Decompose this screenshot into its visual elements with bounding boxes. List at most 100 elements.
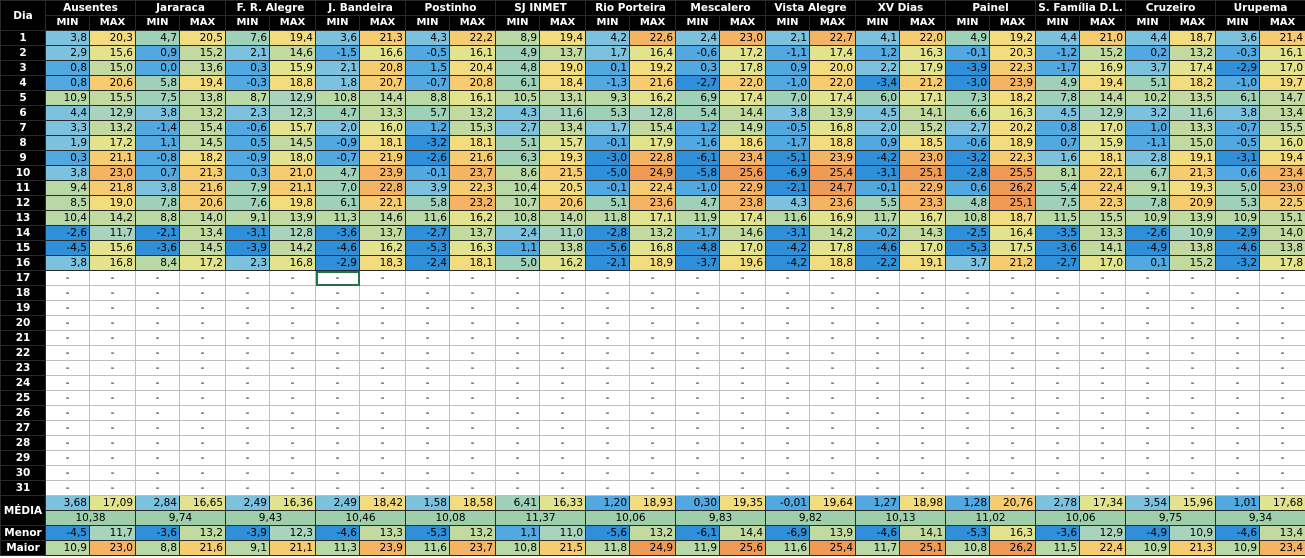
empty-cell[interactable]: - [719,375,767,391]
media-min-cell[interactable]: 0,30 [675,495,721,511]
max-cell[interactable]: 18,1 [448,255,497,271]
empty-cell[interactable]: - [45,315,90,331]
max-cell[interactable]: 19,7 [1259,75,1305,91]
empty-cell[interactable]: - [405,300,450,316]
menor-max-cell[interactable]: 13,2 [179,525,226,541]
min-cell[interactable]: -1,2 [1035,45,1081,61]
min-cell[interactable]: -5,0 [585,165,631,181]
empty-cell[interactable]: - [495,420,541,436]
min-cell[interactable]: -1,5 [315,45,360,61]
media-min-cell[interactable]: 2,49 [225,495,270,511]
min-cell[interactable]: 10,2 [1125,90,1171,106]
maior-min-cell[interactable]: 10,8 [945,540,991,556]
max-cell[interactable]: 17,2 [719,45,767,61]
empty-cell[interactable]: - [225,420,270,436]
min-cell[interactable]: 11,6 [405,210,450,226]
empty-cell[interactable]: - [629,450,677,466]
empty-cell[interactable]: - [1215,315,1261,331]
empty-cell[interactable]: - [269,390,316,406]
empty-cell[interactable]: - [225,345,270,361]
empty-cell[interactable]: - [1215,390,1261,406]
empty-cell[interactable]: - [539,360,587,376]
media-max-cell[interactable]: 18,98 [899,495,947,511]
min-cell[interactable]: 4,9 [495,45,541,61]
min-cell[interactable]: 6,3 [495,150,541,166]
media-max-cell[interactable]: 16,36 [269,495,316,511]
empty-cell[interactable]: - [675,270,721,286]
max-cell[interactable]: 13,9 [809,105,857,121]
min-cell[interactable]: 10,7 [495,195,541,211]
empty-cell[interactable]: - [1079,480,1127,496]
max-cell[interactable]: 13,3 [1169,120,1217,136]
empty-cell[interactable]: - [719,315,767,331]
max-cell[interactable]: 21,0 [1079,30,1127,46]
empty-cell[interactable]: - [1259,360,1305,376]
empty-cell[interactable]: - [719,480,767,496]
empty-cell[interactable]: - [1079,330,1127,346]
media-max-cell[interactable]: 18,42 [359,495,406,511]
empty-cell[interactable]: - [989,405,1037,421]
menor-max-cell[interactable]: 14,4 [719,525,767,541]
max-cell[interactable]: 16,9 [1079,60,1127,76]
empty-cell[interactable]: - [945,360,991,376]
empty-cell[interactable]: - [1169,285,1217,301]
min-cell[interactable]: 10,8 [315,90,360,106]
min-cell[interactable]: -2,6 [405,150,450,166]
max-cell[interactable]: 23,0 [89,165,136,181]
empty-cell[interactable]: - [1125,285,1171,301]
empty-cell[interactable]: - [448,330,497,346]
empty-cell[interactable]: - [359,405,406,421]
empty-cell[interactable]: - [1079,405,1127,421]
max-cell[interactable]: 16,6 [359,45,406,61]
max-cell[interactable]: 22,3 [989,150,1037,166]
max-cell[interactable]: 16,8 [269,255,316,271]
max-cell[interactable]: 19,8 [269,195,316,211]
media-min-cell[interactable]: 2,84 [135,495,180,511]
empty-cell[interactable]: - [179,360,226,376]
maior-min-cell[interactable]: 11,6 [765,540,811,556]
empty-cell[interactable]: - [495,285,541,301]
min-cell[interactable]: 6,7 [1125,165,1171,181]
max-cell[interactable]: 15,4 [629,120,677,136]
empty-cell[interactable]: - [135,450,180,466]
empty-cell[interactable]: - [315,390,360,406]
min-cell[interactable]: 1,7 [585,45,631,61]
empty-cell[interactable]: - [89,270,136,286]
empty-cell[interactable]: - [269,270,316,286]
empty-cell[interactable]: - [1125,300,1171,316]
menor-min-cell[interactable]: -4,9 [1125,525,1171,541]
empty-cell[interactable]: - [675,375,721,391]
max-cell[interactable]: 16,8 [629,240,677,256]
empty-cell[interactable]: - [315,420,360,436]
empty-cell[interactable]: - [809,450,857,466]
empty-cell[interactable]: - [899,270,947,286]
media-avg-cell[interactable]: 10,06 [585,510,677,526]
max-cell[interactable]: 22,9 [719,180,767,196]
min-cell[interactable]: 7,9 [225,180,270,196]
empty-cell[interactable]: - [629,435,677,451]
max-cell[interactable]: 20,6 [89,75,136,91]
max-cell[interactable]: 13,4 [539,120,587,136]
max-cell[interactable]: 25,6 [719,165,767,181]
empty-cell[interactable]: - [675,465,721,481]
max-cell[interactable]: 19,4 [1259,150,1305,166]
empty-cell[interactable]: - [315,270,360,286]
empty-cell[interactable]: - [719,360,767,376]
min-cell[interactable]: 8,1 [1035,165,1081,181]
empty-cell[interactable]: - [448,345,497,361]
empty-cell[interactable]: - [89,390,136,406]
min-cell[interactable]: -4,6 [315,240,360,256]
max-cell[interactable]: 22,3 [989,60,1037,76]
empty-cell[interactable]: - [405,345,450,361]
max-cell[interactable]: 16,2 [448,210,497,226]
empty-cell[interactable]: - [135,390,180,406]
empty-cell[interactable]: - [1125,420,1171,436]
empty-cell[interactable]: - [448,315,497,331]
empty-cell[interactable]: - [539,300,587,316]
empty-cell[interactable]: - [899,420,947,436]
max-cell[interactable]: 13,8 [1169,240,1217,256]
max-cell[interactable]: 15,9 [1079,135,1127,151]
empty-cell[interactable]: - [989,465,1037,481]
empty-cell[interactable]: - [359,345,406,361]
max-cell[interactable]: 18,3 [359,255,406,271]
